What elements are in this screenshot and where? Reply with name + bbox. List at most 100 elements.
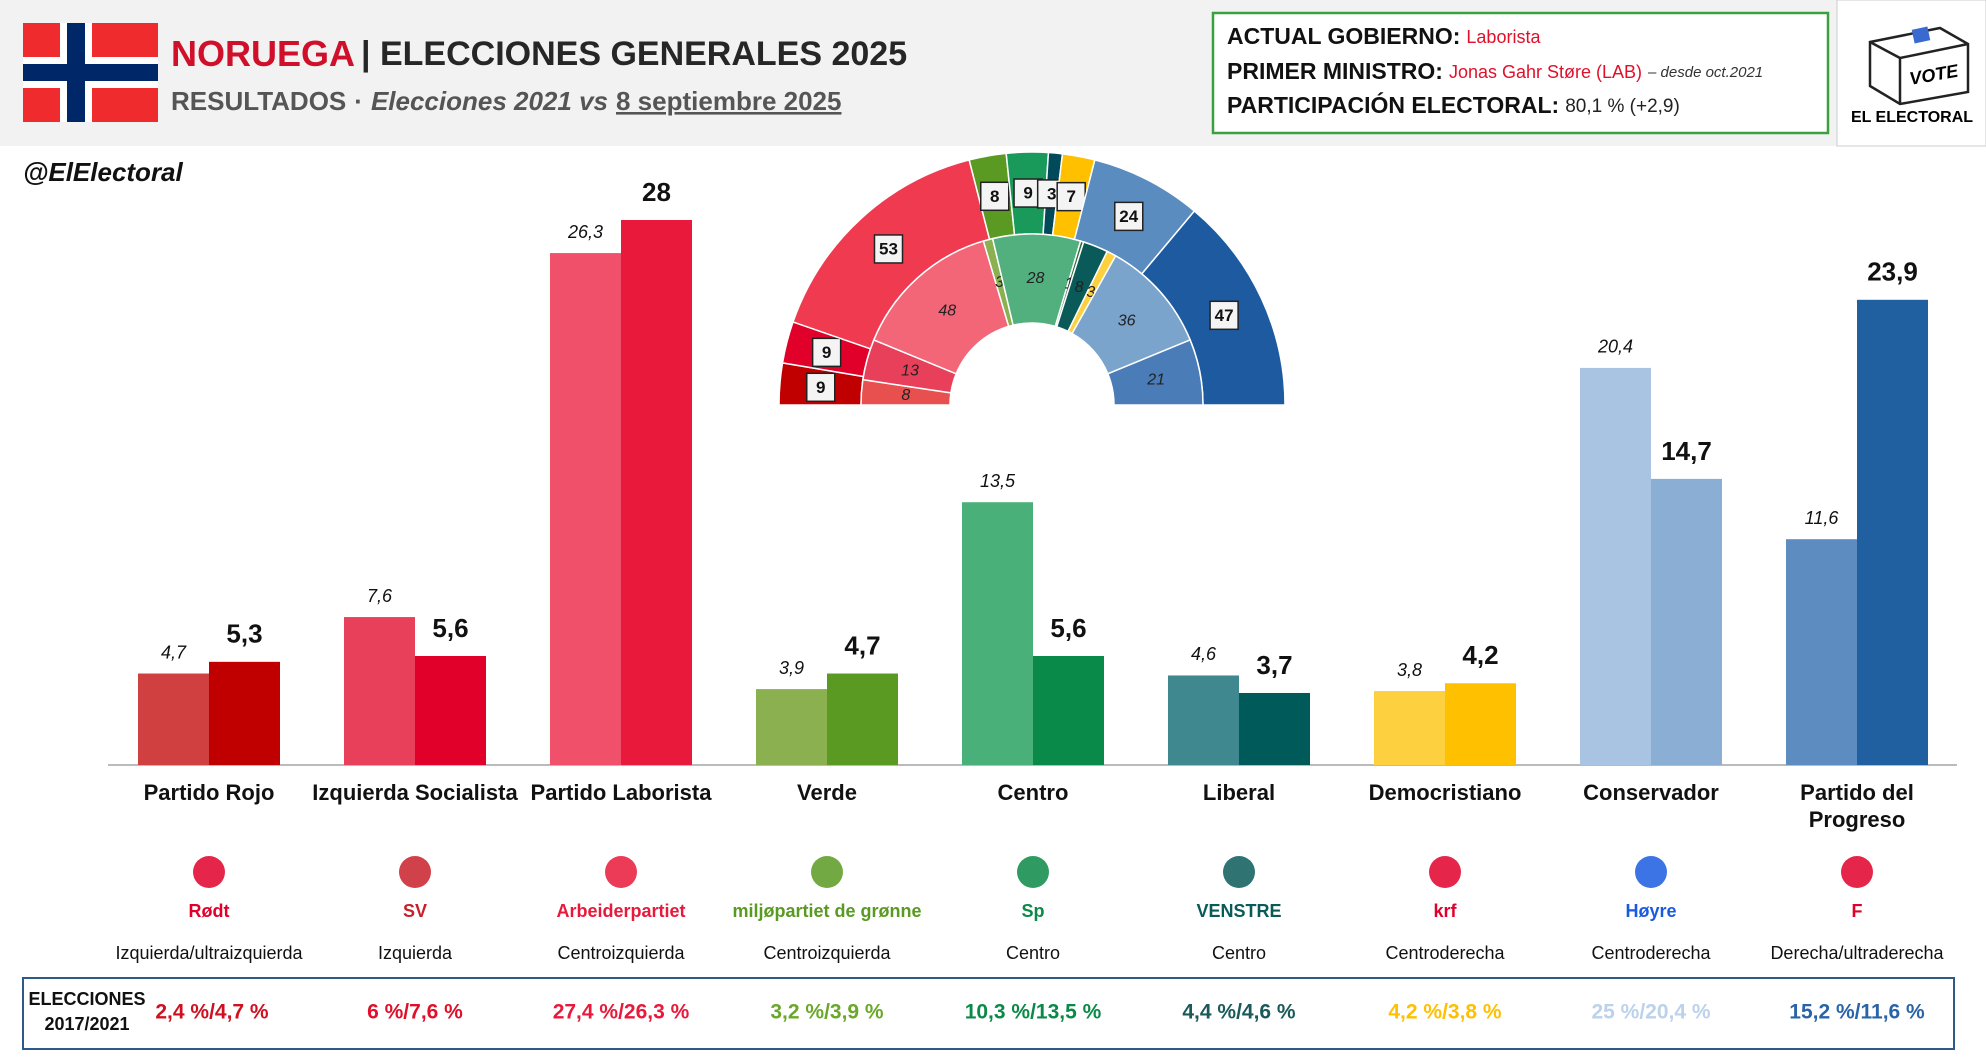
bar: [1580, 367, 1651, 765]
logo-text: SV: [403, 901, 427, 921]
previous-label-line: ELECCIONES: [28, 989, 145, 1009]
value: 80,1 % (+2,9): [1565, 96, 1680, 117]
seat-label-box: [805, 372, 836, 403]
value-label: 4,2: [1462, 640, 1498, 670]
category-label: Democristiano: [1368, 780, 1522, 805]
previous-value: 4,2 %/3,8 %: [1388, 1001, 1502, 1024]
ideology: Centroderecha: [1385, 943, 1505, 963]
ideology: Izquierda: [378, 943, 453, 963]
seat-label: 3: [1086, 284, 1095, 301]
value-label: 4,7: [844, 630, 880, 660]
category-label: Centro: [997, 780, 1069, 805]
ideology: Izquierda/ultraizquierda: [115, 943, 303, 963]
previous-value: 2,4 %/4,7 %: [155, 1001, 269, 1024]
seat-label: 1: [1065, 275, 1074, 292]
bar: [1168, 675, 1239, 765]
info-pm: PRIMER MINISTRO: Jonas Gahr Støre (LAB) – …: [1227, 58, 1763, 84]
label: PRIMER MINISTRO:: [1227, 58, 1443, 84]
logo-mark: [605, 856, 637, 888]
previous-value: 27,4 %/26,3 %: [553, 1001, 690, 1024]
bar: [1651, 478, 1722, 765]
bar: [1239, 692, 1310, 765]
value-label: 26,3: [567, 222, 603, 242]
seat-label-box: [811, 337, 842, 368]
category-label: Verde: [797, 780, 857, 805]
category-label: Liberal: [1202, 780, 1276, 805]
bar: [962, 502, 1033, 765]
value-label: 13,5: [980, 471, 1016, 491]
title: NORUEGA | ELECCIONES GENERALES 2025: [171, 33, 907, 74]
value-label: 14,7: [1661, 436, 1712, 466]
category-label: Izquierda Socialista: [312, 780, 518, 805]
previous-value: 15,2 %/11,6 %: [1789, 1001, 1925, 1024]
category-label: Partido del Progreso: [1800, 780, 1914, 832]
bar: [827, 673, 898, 765]
bar: [1445, 683, 1516, 765]
subtitle: RESULTADOS · Elecciones 2021 vs 8 septiembr…: [171, 86, 841, 116]
value-label: 7,6: [367, 586, 393, 606]
seat-label: 9: [1023, 184, 1032, 203]
logo-text: Rødt: [189, 901, 230, 921]
note: – desde oct.2021: [1647, 64, 1763, 81]
previous-value: 6 %/7,6 %: [367, 1001, 463, 1024]
seat-label-box: [1114, 201, 1144, 232]
value-label: 11,6: [1805, 508, 1840, 528]
logo-mark: [811, 856, 843, 888]
seat-segment: [1106, 338, 1204, 406]
bar: [550, 253, 621, 765]
brand-logo: VOTE EL ELECTORAL: [1836, 0, 1986, 147]
seat-label: 8: [990, 187, 999, 206]
seat-label: 3: [1047, 184, 1056, 203]
bar: [415, 656, 486, 765]
bar: [756, 689, 827, 765]
subtitle-c: 8 septiembre 2025: [616, 86, 841, 116]
seat-label: 8: [901, 387, 910, 404]
seat-label-box: [1056, 181, 1086, 212]
bar: [1033, 656, 1104, 765]
category-label: Partido Laborista: [530, 780, 712, 805]
value-label: 3,9: [779, 658, 804, 678]
logo-text: krf: [1433, 901, 1457, 921]
seat-label: 53: [879, 239, 898, 258]
value-label: 28: [642, 177, 671, 207]
seat-label: 8: [1075, 279, 1084, 296]
flag: [23, 23, 158, 122]
info-part: PARTICIPACIÓN ELECTORAL: 80,1 % (+2,9): [1227, 91, 1680, 118]
seat-label: 48: [938, 302, 956, 319]
value-label: 5,3: [226, 619, 262, 649]
logo-mark: [1429, 856, 1461, 888]
info-box: [1211, 11, 1830, 135]
category-label: Conservador: [1583, 780, 1719, 805]
value-label: 20,4: [1597, 337, 1633, 357]
ideology: Derecha/ultraderecha: [1770, 943, 1944, 963]
value-label: 3,8: [1397, 660, 1422, 680]
logo-text: F: [1852, 901, 1863, 921]
previous-box: [22, 977, 1955, 1050]
logo-text: VENSTRE: [1196, 901, 1281, 921]
value: Jonas Gahr Støre (LAB): [1449, 62, 1642, 82]
label: PARTICIPACIÓN ELECTORAL:: [1227, 91, 1559, 118]
title-text: | ELECCIONES GENERALES 2025: [361, 35, 907, 73]
label: ACTUAL GOBIERNO:: [1227, 23, 1460, 49]
ideology: Centro: [1212, 943, 1266, 963]
bar: [1374, 691, 1445, 765]
bar: [1786, 539, 1857, 765]
seat-label-box: [980, 181, 1010, 212]
value-label: 23,9: [1867, 257, 1918, 287]
ideology: Centro: [1006, 943, 1060, 963]
seat-label: 21: [1146, 372, 1165, 389]
previous-label-line: 2017/2021: [44, 1014, 129, 1034]
subtitle-a: RESULTADOS: [171, 86, 346, 116]
seat-label: 28: [1026, 270, 1045, 287]
bar: [344, 617, 415, 765]
value-label: 4,6: [1191, 644, 1217, 664]
value-label: 5,6: [1050, 613, 1086, 643]
logo-text: miljøpartiet de grønne: [732, 901, 921, 921]
bar: [621, 220, 692, 765]
value-label: 4,7: [161, 642, 187, 662]
seat-label: 7: [1066, 187, 1075, 206]
value-label: 3,7: [1256, 650, 1292, 680]
previous-value: 25 %/20,4 %: [1591, 1001, 1710, 1024]
